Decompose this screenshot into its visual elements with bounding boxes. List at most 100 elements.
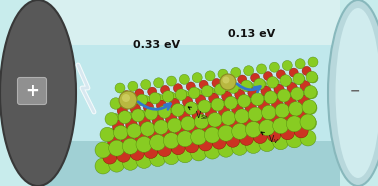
Circle shape xyxy=(198,137,212,151)
Circle shape xyxy=(145,123,158,136)
Circle shape xyxy=(116,148,130,162)
Circle shape xyxy=(212,135,226,149)
Circle shape xyxy=(248,107,263,122)
Circle shape xyxy=(291,103,304,116)
Circle shape xyxy=(208,113,222,127)
Circle shape xyxy=(244,82,254,92)
Text: 0.33 eV: 0.33 eV xyxy=(133,40,181,50)
Circle shape xyxy=(179,111,190,123)
Circle shape xyxy=(171,141,185,155)
Circle shape xyxy=(302,100,316,114)
Ellipse shape xyxy=(0,0,76,186)
Circle shape xyxy=(262,121,276,136)
Circle shape xyxy=(267,77,278,88)
Circle shape xyxy=(288,102,303,116)
Circle shape xyxy=(212,78,221,87)
Circle shape xyxy=(238,110,251,124)
Circle shape xyxy=(205,108,217,119)
Circle shape xyxy=(152,115,164,126)
Circle shape xyxy=(163,133,179,149)
Circle shape xyxy=(293,89,304,100)
Circle shape xyxy=(244,66,254,76)
Ellipse shape xyxy=(336,8,378,178)
Circle shape xyxy=(110,98,121,109)
Circle shape xyxy=(215,100,226,111)
Circle shape xyxy=(149,92,161,104)
Circle shape xyxy=(254,78,265,90)
Circle shape xyxy=(150,150,166,166)
Circle shape xyxy=(127,140,141,154)
Circle shape xyxy=(273,118,289,134)
Circle shape xyxy=(204,127,220,143)
Circle shape xyxy=(296,110,309,122)
Circle shape xyxy=(270,62,279,72)
Circle shape xyxy=(225,96,237,109)
Circle shape xyxy=(130,104,141,114)
Circle shape xyxy=(209,93,219,103)
Circle shape xyxy=(251,93,264,106)
Circle shape xyxy=(148,87,156,96)
Circle shape xyxy=(115,83,125,93)
Circle shape xyxy=(191,129,207,145)
Circle shape xyxy=(122,94,130,102)
Circle shape xyxy=(112,120,124,132)
Circle shape xyxy=(306,87,318,99)
Circle shape xyxy=(125,118,137,130)
Circle shape xyxy=(285,97,296,108)
Circle shape xyxy=(185,139,199,153)
Circle shape xyxy=(100,143,115,158)
Circle shape xyxy=(115,99,125,109)
Circle shape xyxy=(202,122,215,135)
Circle shape xyxy=(123,96,135,108)
Circle shape xyxy=(113,141,128,156)
Circle shape xyxy=(136,136,152,152)
Circle shape xyxy=(188,124,201,137)
Circle shape xyxy=(132,109,144,122)
Circle shape xyxy=(257,80,266,90)
Circle shape xyxy=(225,77,234,86)
Circle shape xyxy=(162,91,174,102)
Circle shape xyxy=(256,115,268,128)
Circle shape xyxy=(308,57,318,67)
Circle shape xyxy=(306,71,318,83)
Circle shape xyxy=(211,98,224,111)
Circle shape xyxy=(232,104,243,116)
Circle shape xyxy=(166,92,177,102)
Circle shape xyxy=(136,110,148,122)
Circle shape xyxy=(232,139,248,155)
Circle shape xyxy=(215,121,228,133)
Circle shape xyxy=(156,100,167,110)
Circle shape xyxy=(199,80,208,89)
Circle shape xyxy=(221,111,236,125)
Bar xyxy=(38,0,340,45)
Circle shape xyxy=(208,129,222,143)
Circle shape xyxy=(141,96,151,105)
Circle shape xyxy=(123,112,135,124)
Circle shape xyxy=(280,91,291,102)
Text: 0.13 eV: 0.13 eV xyxy=(228,29,276,39)
Circle shape xyxy=(158,105,171,118)
Circle shape xyxy=(186,82,195,91)
Circle shape xyxy=(175,105,187,116)
Circle shape xyxy=(242,117,255,130)
Circle shape xyxy=(235,125,249,140)
Circle shape xyxy=(205,87,215,97)
Circle shape xyxy=(308,73,318,83)
Circle shape xyxy=(141,80,151,89)
Circle shape xyxy=(222,91,232,102)
Circle shape xyxy=(240,131,254,145)
Circle shape xyxy=(122,138,138,154)
Circle shape xyxy=(140,122,155,136)
FancyBboxPatch shape xyxy=(17,78,46,105)
Circle shape xyxy=(128,81,138,91)
Circle shape xyxy=(253,129,267,144)
Circle shape xyxy=(128,97,138,107)
Circle shape xyxy=(218,69,228,79)
Circle shape xyxy=(110,114,121,125)
Circle shape xyxy=(276,70,285,79)
Circle shape xyxy=(149,108,161,120)
Circle shape xyxy=(264,107,277,120)
Circle shape xyxy=(300,81,310,91)
Circle shape xyxy=(228,82,239,93)
Circle shape xyxy=(218,85,228,95)
